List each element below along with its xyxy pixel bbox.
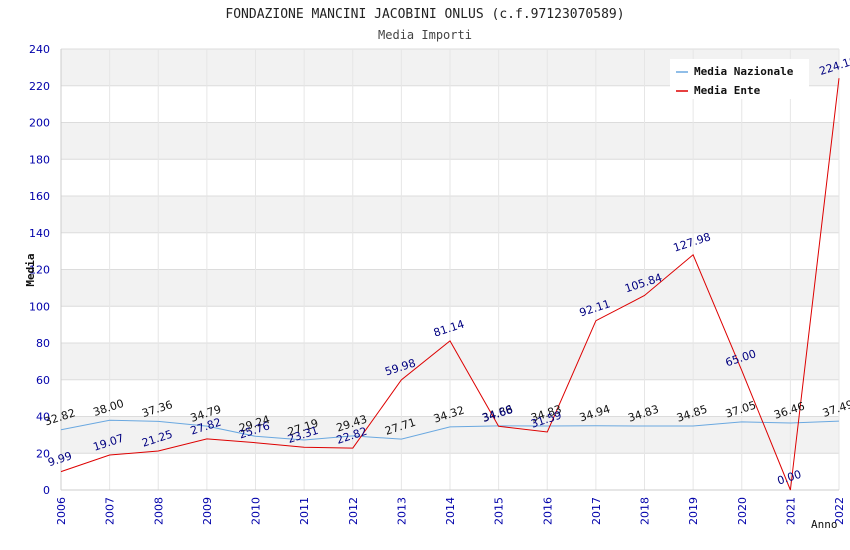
y-tick-label: 60 <box>36 374 50 387</box>
chart-subtitle: Media Importi <box>378 28 472 42</box>
chart-title: FONDAZIONE MANCINI JACOBINI ONLUS (c.f.9… <box>225 7 624 22</box>
y-tick-label: 40 <box>36 411 50 424</box>
x-tick-label: 2006 <box>55 497 68 525</box>
gridlines <box>60 48 840 491</box>
x-tick-label: 2014 <box>444 497 457 525</box>
x-tick-label: 2021 <box>784 497 797 525</box>
y-tick-label: 160 <box>29 190 50 203</box>
y-axis-title: Media <box>24 253 37 286</box>
x-tick-label: 2012 <box>347 497 360 525</box>
x-tick-labels: 2006 2007 2008 2009 2010 2011 2012 2013 2014 2015… <box>55 497 846 525</box>
series-line-media-ente <box>60 78 840 491</box>
x-tick-label: 2016 <box>541 497 554 525</box>
legend-label-media-ente: Media Ente <box>694 84 761 97</box>
x-tick-label: 2017 <box>590 497 603 525</box>
y-tick-label: 180 <box>29 153 50 166</box>
legend: Media Nazionale Media Ente <box>670 59 809 99</box>
y-tick-label: 140 <box>29 227 50 240</box>
y-tick-label: 0 <box>43 484 50 497</box>
y-tick-label: 120 <box>29 264 50 277</box>
series-line-media-nazionale <box>60 419 840 441</box>
y-tick-label: 220 <box>29 80 50 93</box>
y-tick-label: 100 <box>29 300 50 313</box>
x-tick-label: 2008 <box>152 497 165 525</box>
x-tick-label: 2020 <box>736 497 749 525</box>
y-tick-label: 240 <box>29 43 50 56</box>
x-tick-label: 2013 <box>395 497 408 525</box>
y-tick-label: 200 <box>29 117 50 130</box>
x-tick-label: 2011 <box>298 497 311 525</box>
x-tick-label: 2022 <box>833 497 846 525</box>
series-lines <box>60 78 840 491</box>
x-tick-label: 2018 <box>639 497 652 525</box>
y-tick-label: 20 <box>36 447 50 460</box>
x-tick-label: 2007 <box>104 497 117 525</box>
x-tick-label: 2019 <box>687 497 700 525</box>
x-axis-title: Anno <box>811 518 838 531</box>
x-tick-label: 2010 <box>250 497 263 525</box>
legend-label-media-nazionale: Media Nazionale <box>694 65 794 78</box>
x-tick-label: 2015 <box>493 497 506 525</box>
axes <box>60 49 839 491</box>
legend-box <box>670 59 809 99</box>
x-tick-label: 2009 <box>201 497 214 525</box>
y-tick-label: 80 <box>36 337 50 350</box>
y-tick-labels: 0 20 40 60 80 100 120 140 160 180 200 220 240 <box>29 43 50 497</box>
